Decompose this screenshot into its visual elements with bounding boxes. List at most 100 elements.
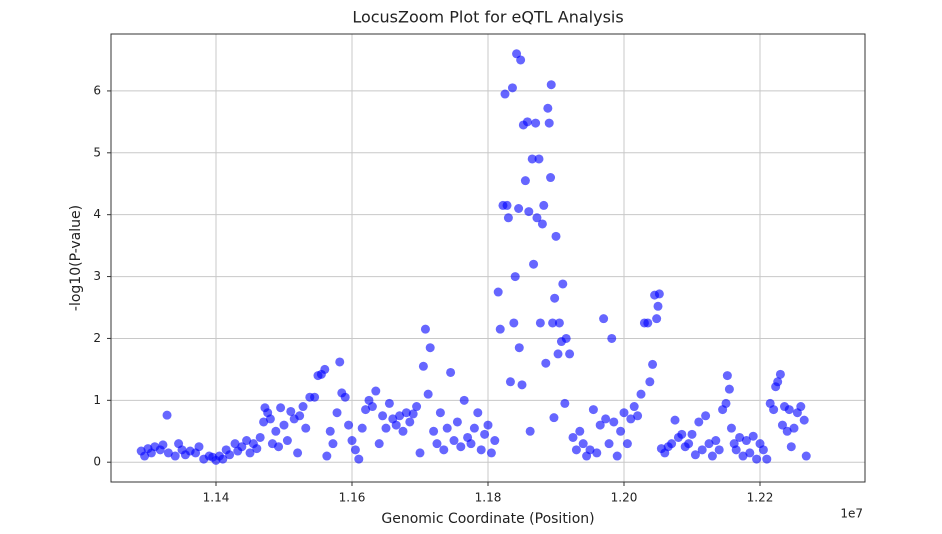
y-tick-label: 1 [93,393,101,407]
point [575,426,585,436]
point [439,445,449,455]
point [731,445,741,455]
point [704,439,714,449]
point [549,413,559,423]
point [514,203,524,213]
point [293,448,303,458]
point [446,367,456,377]
point [558,279,568,289]
point [585,445,595,455]
point [516,55,526,65]
point [541,358,551,368]
point [371,386,381,396]
point [694,417,704,427]
point [505,377,515,387]
point [276,403,286,413]
point [609,417,619,427]
point [553,349,563,359]
point [320,364,330,374]
point [612,451,622,461]
point [423,389,433,399]
point [517,380,527,390]
y-tick-label: 5 [93,145,101,159]
point [548,318,558,328]
point [301,423,311,433]
point [714,445,724,455]
point [354,454,364,464]
point [653,301,663,311]
point [654,289,664,299]
point [524,207,534,217]
point [398,426,408,436]
point [162,410,172,420]
point [298,402,308,412]
point [500,89,510,99]
point [735,432,745,442]
point [741,436,751,446]
point [252,444,262,454]
point [525,426,535,436]
point [599,314,609,324]
point [493,287,503,297]
point [629,402,639,412]
point [507,83,517,93]
point [322,451,332,461]
point [473,408,483,418]
point [259,417,269,427]
point [476,445,486,455]
point [357,423,367,433]
point [271,426,281,436]
x-tick-label: 1.18 [475,491,502,505]
y-tick-label: 2 [93,331,101,345]
point [282,436,292,446]
point [412,402,422,412]
point [537,219,547,229]
point [408,409,418,419]
point [255,432,265,442]
point [502,200,512,210]
point [503,213,513,223]
point [758,445,768,455]
point [796,402,806,412]
point [604,439,614,449]
point [340,392,350,402]
point [432,439,442,449]
point [745,448,755,458]
point [546,173,556,183]
point [449,436,459,446]
point [420,324,430,334]
point [527,154,537,164]
point [509,318,519,328]
point [395,411,405,421]
point [378,411,388,421]
point [670,415,680,425]
x-offset-label: 1e7 [840,507,863,521]
point [789,423,799,433]
point [561,333,571,343]
point [578,439,588,449]
point [550,293,560,303]
point [361,405,371,415]
point [218,454,228,464]
point [532,213,542,223]
point [633,411,643,421]
point [690,450,700,460]
point [773,377,783,387]
point [697,445,707,455]
point [784,405,794,415]
point [384,398,394,408]
point [571,445,581,455]
point [425,343,435,353]
point [274,442,284,452]
point [158,440,168,450]
point [242,436,252,446]
point [405,417,415,427]
x-tick-label: 1.14 [203,491,230,505]
point [381,423,391,433]
point [801,451,811,461]
point [543,103,553,113]
point [466,439,476,449]
point [687,429,697,439]
